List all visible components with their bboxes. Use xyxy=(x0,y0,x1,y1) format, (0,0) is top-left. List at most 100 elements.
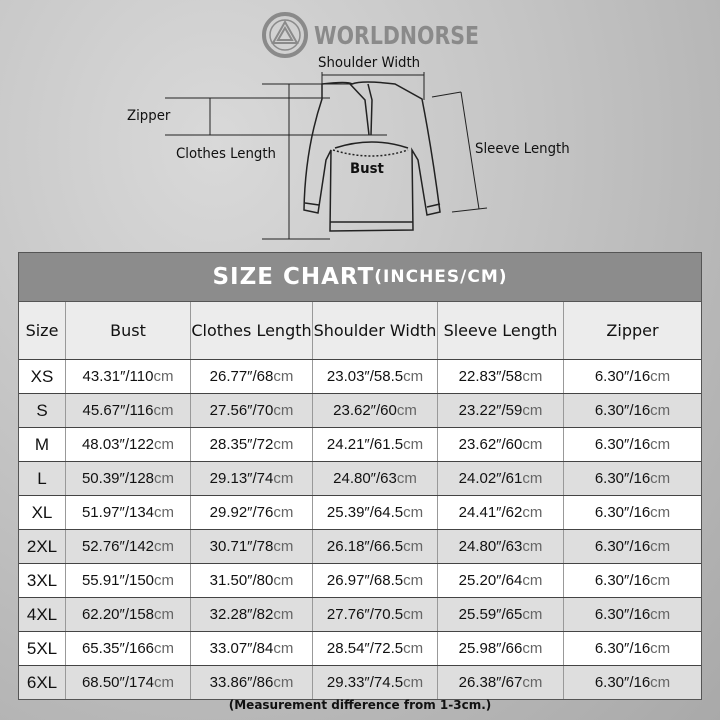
size-cell: XS xyxy=(19,360,66,393)
unit-label: cm xyxy=(650,606,671,623)
unit-label: cm xyxy=(650,368,671,385)
measurement-value: 25.20″/64 xyxy=(458,572,523,589)
measurement-value: 25.39″/64.5 xyxy=(326,504,404,521)
measurement-value: 29.13″/74 xyxy=(209,470,274,487)
measurement-cell: 26.18″/66.5 cm xyxy=(313,530,438,563)
measurement-value: 31.50″/80 xyxy=(209,572,274,589)
sweatshirt-diagram xyxy=(165,72,488,240)
valknut-emblem-icon xyxy=(262,12,308,58)
unit-label: cm xyxy=(153,402,174,419)
unit-label: cm xyxy=(154,640,175,657)
unit-label: cm xyxy=(273,640,294,657)
measurement-cell: 33.07″/84 cm xyxy=(191,632,313,665)
measurement-value: 25.98″/66 xyxy=(458,640,523,657)
measurement-value: 6.30″/16 xyxy=(594,674,651,691)
measurement-value: 52.76″/142 xyxy=(81,538,155,555)
unit-label: cm xyxy=(273,368,294,385)
measurement-cell: 29.13″/74 cm xyxy=(191,462,313,495)
measurement-cell: 29.33″/74.5 cm xyxy=(313,666,438,699)
measurement-cell: 24.80″/63 cm xyxy=(438,530,564,563)
unit-label: cm xyxy=(153,368,174,385)
measurement-value: 25.59″/65 xyxy=(458,606,523,623)
measurement-value: 55.91″/150 xyxy=(81,572,155,589)
table-row: XL 51.97″/134 cm 29.92″/76 cm 25.39″/64.5 cm 24… xyxy=(19,496,701,530)
measurement-value: 26.18″/66.5 xyxy=(326,538,404,555)
measurement-cell: 33.86″/86 cm xyxy=(191,666,313,699)
measurement-value: 43.31″/110 xyxy=(82,368,154,385)
measurement-cell: 26.77″/68 cm xyxy=(191,360,313,393)
measurement-cell: 23.03″/58.5 cm xyxy=(313,360,438,393)
unit-label: cm xyxy=(650,572,671,589)
measurement-cell: 25.59″/65 cm xyxy=(438,598,564,631)
measurement-value: 28.54″/72.5 xyxy=(326,640,404,657)
table-row: 5XL 65.35″/166 cm 33.07″/84 cm 28.54″/72.5 cm 2… xyxy=(19,632,701,666)
measurement-value: 29.92″/76 xyxy=(209,504,274,521)
unit-label: cm xyxy=(154,572,175,589)
measurement-value: 6.30″/16 xyxy=(594,538,651,555)
measurement-value: 51.97″/134 xyxy=(81,504,155,521)
bust-label: Bust xyxy=(350,161,384,177)
measurement-cell: 24.80″/63 cm xyxy=(313,462,438,495)
size-cell: S xyxy=(19,394,66,427)
measurement-value: 23.62″/60 xyxy=(458,436,523,453)
unit-label: cm xyxy=(273,572,294,589)
measurement-value: 23.62″/60 xyxy=(333,402,397,419)
size-chart-table: SIZE CHART (INCHES/CM) Size Bust Clothes Le… xyxy=(18,252,702,700)
measurement-cell: 6.30″/16 cm xyxy=(564,394,701,427)
size-cell: M xyxy=(19,428,66,461)
measurement-value: 24.02″/61 xyxy=(458,470,523,487)
measurement-cell: 6.30″/16 cm xyxy=(564,666,701,699)
measurement-cell: 62.20″/158 cm xyxy=(66,598,191,631)
table-row: 6XL 68.50″/174 cm 33.86″/86 cm 29.33″/74.5 cm 2… xyxy=(19,666,701,699)
measurement-cell: 29.92″/76 cm xyxy=(191,496,313,529)
measurement-cell: 52.76″/142 cm xyxy=(66,530,191,563)
unit-label: cm xyxy=(403,538,424,555)
measurement-value: 28.35″/72 xyxy=(209,436,274,453)
unit-label: cm xyxy=(396,470,417,487)
measurement-cell: 24.21″/61.5 cm xyxy=(313,428,438,461)
measurement-note: (Measurement difference from 1-3cm.) xyxy=(228,698,492,712)
size-cell: XL xyxy=(19,496,66,529)
unit-label: cm xyxy=(154,470,175,487)
measurement-value: 6.30″/16 xyxy=(594,402,651,419)
measurement-value: 27.56″/70 xyxy=(209,402,274,419)
measurement-value: 48.03″/122 xyxy=(81,436,155,453)
measurement-cell: 6.30″/16 cm xyxy=(564,632,701,665)
measurement-cell: 68.50″/174 cm xyxy=(66,666,191,699)
table-row: 2XL 52.76″/142 cm 30.71″/78 cm 26.18″/66.5 cm 2… xyxy=(19,530,701,564)
measurement-value: 6.30″/16 xyxy=(594,572,651,589)
measurement-value: 26.38″/67 xyxy=(458,674,523,691)
measurement-value: 6.30″/16 xyxy=(594,368,651,385)
unit-label: cm xyxy=(154,436,175,453)
measurement-cell: 6.30″/16 cm xyxy=(564,360,701,393)
measurement-cell: 6.30″/16 cm xyxy=(564,598,701,631)
size-cell: 2XL xyxy=(19,530,66,563)
unit-label: cm xyxy=(650,674,671,691)
size-chart-title: SIZE CHART (INCHES/CM) xyxy=(19,253,701,302)
measurement-cell: 6.30″/16 cm xyxy=(564,462,701,495)
column-header: Shoulder Width xyxy=(313,302,438,359)
measurement-value: 32.28″/82 xyxy=(209,606,274,623)
measurement-value: 26.97″/68.5 xyxy=(326,572,404,589)
measurement-value: 6.30″/16 xyxy=(594,504,651,521)
measurement-cell: 50.39″/128 cm xyxy=(66,462,191,495)
measurement-value: 6.30″/16 xyxy=(594,606,651,623)
measurement-cell: 26.38″/67 cm xyxy=(438,666,564,699)
measurement-cell: 27.76″/70.5 cm xyxy=(313,598,438,631)
unit-label: cm xyxy=(273,436,294,453)
measurement-cell: 43.31″/110 cm xyxy=(66,360,191,393)
unit-label: cm xyxy=(273,606,294,623)
unit-label: cm xyxy=(522,470,543,487)
measurement-cell: 6.30″/16 cm xyxy=(564,428,701,461)
measurement-cell: 28.35″/72 cm xyxy=(191,428,313,461)
unit-label: cm xyxy=(522,606,543,623)
measurement-cell: 27.56″/70 cm xyxy=(191,394,313,427)
unit-label: cm xyxy=(273,538,294,555)
table-row: L 50.39″/128 cm 29.13″/74 cm 24.80″/63 cm 24.02… xyxy=(19,462,701,496)
column-header: Clothes Length xyxy=(191,302,313,359)
measurement-value: 33.86″/86 xyxy=(209,674,274,691)
measurement-value: 26.77″/68 xyxy=(209,368,274,385)
unit-label: cm xyxy=(154,606,175,623)
measurement-cell: 24.41″/62 cm xyxy=(438,496,564,529)
measurement-value: 29.33″/74.5 xyxy=(326,674,404,691)
